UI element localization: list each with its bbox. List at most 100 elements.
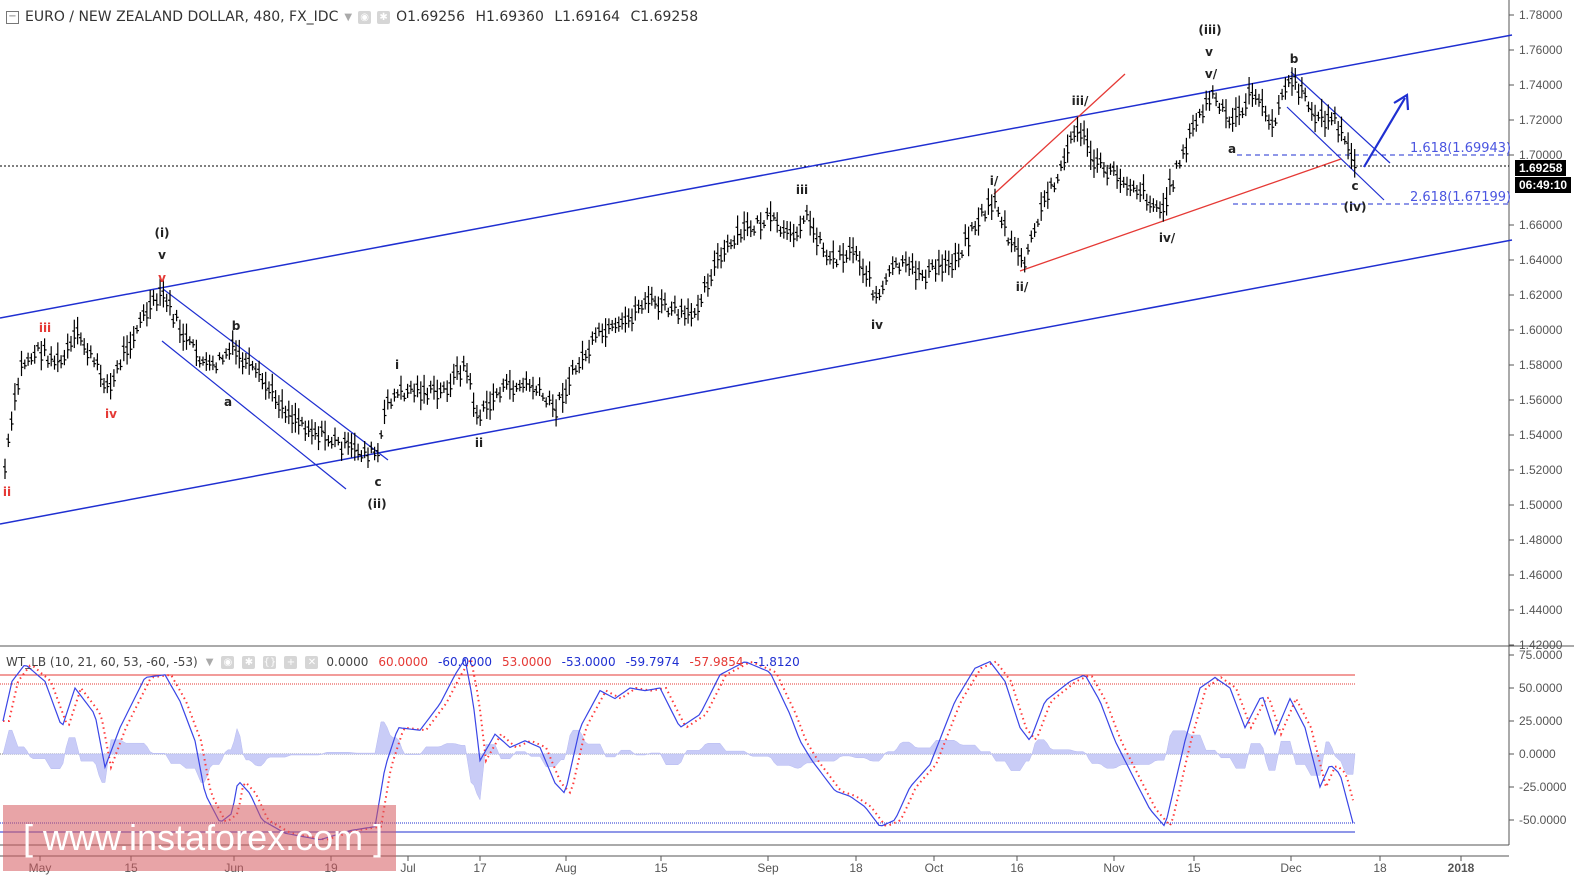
bar-countdown-tag: 06:49:10	[1515, 177, 1572, 193]
price-axis: 1.78000 1.76000 1.74000 1.72000 1.70000 1.660…	[1509, 8, 1563, 652]
svg-text:v: v	[1205, 45, 1213, 59]
channel-upper-line[interactable]	[0, 34, 1513, 319]
price-tick-label: 1.64000	[1519, 253, 1563, 267]
price-bars	[3, 67, 1357, 480]
svg-text:ii: ii	[3, 485, 11, 499]
indicator-tick-label: 50.0000	[1519, 681, 1563, 695]
svg-text:(iii): (iii)	[1198, 23, 1221, 37]
price-tick-label: 1.54000	[1519, 428, 1563, 442]
time-tick-label: Jul	[400, 861, 415, 875]
indicator-value: -53.0000	[561, 655, 616, 669]
price-tick-label: 1.62000	[1519, 288, 1563, 302]
time-tick-label: 2018	[1448, 861, 1475, 875]
indicator-title[interactable]: WT_LB (10, 21, 60, 53, -60, -53)	[6, 655, 198, 669]
svg-text:b: b	[1290, 52, 1299, 66]
svg-text:a: a	[1228, 142, 1236, 156]
chevron-down-icon[interactable]: ▼	[205, 656, 214, 668]
price-tick-label: 1.56000	[1519, 393, 1563, 407]
price-tick-label: 1.74000	[1519, 78, 1563, 92]
collapse-icon[interactable]: −	[6, 10, 19, 24]
wave-ii-channel-upper[interactable]	[162, 288, 389, 461]
fib-2618-label: 2.618(1.67199)	[1410, 190, 1511, 205]
svg-text:(iv): (iv)	[1344, 200, 1367, 214]
price-tick-label: 1.44000	[1519, 603, 1563, 617]
indicator-tick-label: 75.0000	[1519, 648, 1563, 662]
wave-labels: ii iii iv v (i) v a b c (ii) i ii iii iv…	[3, 23, 1367, 511]
svg-text:v: v	[158, 271, 166, 285]
indicator-value: 60.0000	[378, 655, 429, 669]
price-tick-label: 1.58000	[1519, 358, 1563, 372]
indicator-tick-label: -25.0000	[1519, 780, 1567, 794]
price-tick-label: 1.66000	[1519, 218, 1563, 232]
svg-text:i: i	[395, 358, 399, 372]
indicator-values: 0.0000 60.0000 -60.0000 53.0000 -53.0000 -59.…	[326, 655, 799, 669]
indicator-value: -57.9854	[689, 655, 744, 669]
symbol-legend: − EURO / NEW ZEALAND DOLLAR, 480, FX_IDC…	[6, 9, 704, 25]
time-tick-label: Oct	[925, 861, 944, 875]
price-tick-label: 1.78000	[1519, 8, 1563, 22]
close-icon[interactable]: ✕	[305, 655, 319, 669]
price-tick-label: 1.60000	[1519, 323, 1563, 337]
time-tick-label: Sep	[757, 861, 779, 875]
symbol-title[interactable]: EURO / NEW ZEALAND DOLLAR, 480, FX_IDC	[25, 9, 339, 25]
svg-text:iv: iv	[871, 318, 883, 332]
indicator-tick-label: 0.0000	[1519, 747, 1556, 761]
svg-text:c: c	[374, 475, 381, 489]
price-tick-label: 1.42000	[1519, 638, 1563, 652]
visibility-eye-icon[interactable]: ◉	[358, 10, 372, 24]
chevron-down-icon[interactable]: ▼	[344, 11, 353, 23]
indicator-tick-label: 25.0000	[1519, 714, 1563, 728]
price-tick-label: 1.46000	[1519, 568, 1563, 582]
indicator-value: -60.0000	[438, 655, 492, 669]
price-tick-label: 1.76000	[1519, 43, 1563, 57]
ohlc-values: O1.69256 H1.69360 L1.69164 C1.69258	[396, 9, 704, 25]
svg-text:(ii): (ii)	[367, 497, 386, 511]
wave-ii-channel-lower[interactable]	[161, 340, 347, 490]
svg-text:a: a	[224, 395, 232, 409]
indicator-value: -59.7974	[625, 655, 680, 669]
channel-lower-line[interactable]	[0, 239, 1513, 525]
time-tick-label: 15	[654, 861, 668, 875]
time-tick-label: 17	[473, 861, 487, 875]
svg-text:iii: iii	[39, 321, 51, 335]
time-tick-label: 18	[1373, 861, 1387, 875]
red-trendline-lower[interactable]	[1019, 158, 1342, 272]
time-tick-label: Nov	[1103, 861, 1124, 875]
close-value: C1.69258	[630, 9, 699, 25]
settings-gear-icon[interactable]: ✱	[377, 10, 391, 24]
indicator-value: 0.0000	[326, 655, 369, 669]
fib-1618-label: 1.618(1.69943)	[1410, 141, 1511, 156]
svg-text:iv: iv	[105, 407, 117, 421]
indicator-tick-label: -50.0000	[1519, 813, 1567, 827]
current-price-tag: 1.69258	[1515, 160, 1567, 176]
projection-arrow-icon	[1363, 93, 1410, 168]
settings-gear-icon[interactable]: ✱	[242, 655, 256, 669]
high-value: H1.69360	[475, 9, 544, 25]
visibility-eye-icon[interactable]: ◉	[221, 655, 235, 669]
indicator-value: -1.8120	[753, 655, 800, 669]
low-value: L1.69164	[554, 9, 621, 25]
time-tick-label: Dec	[1280, 861, 1301, 875]
wave-iv-channel-lower[interactable]	[1286, 106, 1385, 201]
wave-iv-channel-upper[interactable]	[1290, 71, 1391, 164]
svg-text:iv/: iv/	[1159, 231, 1176, 245]
price-tick-label: 1.72000	[1519, 113, 1563, 127]
time-tick-label: 15	[1187, 861, 1201, 875]
source-code-icon[interactable]: {}	[263, 655, 277, 669]
svg-text:iii/: iii/	[1072, 94, 1089, 108]
svg-text:iii: iii	[796, 183, 808, 197]
wt-histogram-area	[2, 721, 1356, 801]
svg-text:(i): (i)	[154, 226, 169, 240]
time-tick-label: 18	[849, 861, 863, 875]
add-icon[interactable]: +	[284, 655, 298, 669]
svg-text:ii/: ii/	[1016, 280, 1029, 294]
svg-text:b: b	[232, 319, 241, 333]
price-tick-label: 1.70000	[1519, 148, 1563, 162]
open-value: O1.69256	[396, 9, 465, 25]
svg-text:v/: v/	[1205, 67, 1218, 81]
price-tick-label: 1.50000	[1519, 498, 1563, 512]
red-trendline-upper[interactable]	[993, 73, 1126, 195]
price-tick-label: 1.48000	[1519, 533, 1563, 547]
indicator-axis: 75.0000 50.0000 25.0000 0.0000 -25.0000 -50.0…	[1509, 648, 1567, 827]
